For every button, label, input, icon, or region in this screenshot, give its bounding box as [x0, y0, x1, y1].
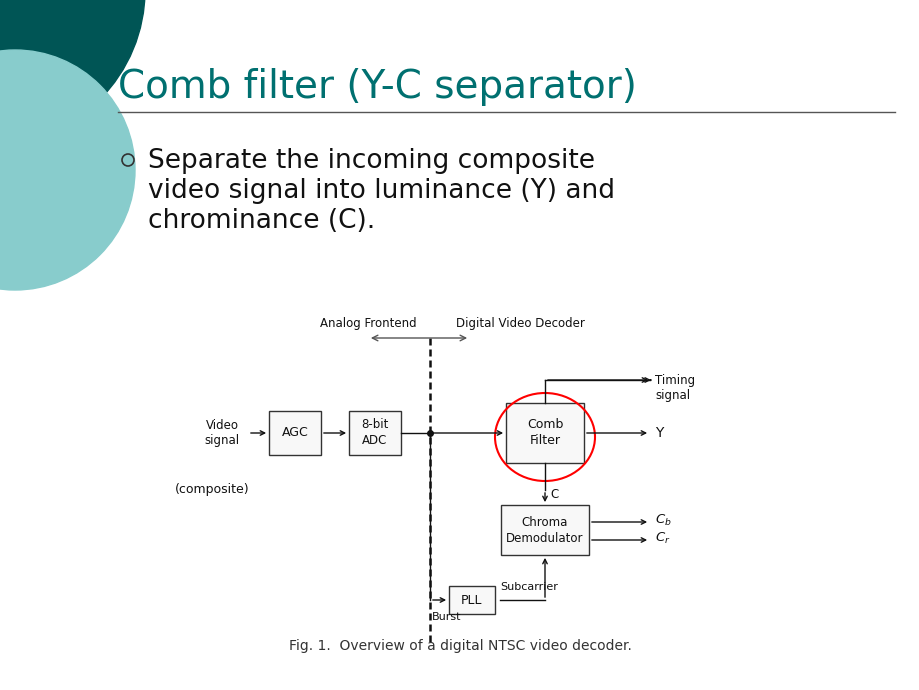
Text: AGC: AGC	[281, 426, 308, 440]
Text: Separate the incoming composite: Separate the incoming composite	[148, 148, 595, 174]
Bar	[448, 586, 494, 614]
Text: 8-bit
ADC: 8-bit ADC	[361, 419, 388, 448]
Bar	[505, 403, 584, 463]
Text: C: C	[550, 488, 558, 501]
Text: Y: Y	[654, 426, 663, 440]
Text: Chroma
Demodulator: Chroma Demodulator	[505, 515, 584, 544]
Text: Burst: Burst	[432, 612, 461, 622]
Text: $C_r$: $C_r$	[654, 531, 670, 546]
Bar	[348, 411, 401, 455]
Text: Analog Frontend: Analog Frontend	[319, 317, 416, 330]
Circle shape	[0, 0, 145, 145]
Bar	[268, 411, 321, 455]
Text: chrominance (C).: chrominance (C).	[148, 208, 375, 234]
Text: Comb
Filter: Comb Filter	[527, 419, 562, 448]
Text: Timing
signal: Timing signal	[654, 374, 695, 402]
Text: PLL: PLL	[460, 593, 482, 607]
Text: Digital Video Decoder: Digital Video Decoder	[455, 317, 584, 330]
Text: Comb filter (Y-C separator): Comb filter (Y-C separator)	[118, 68, 636, 106]
Text: Fig. 1.  Overview of a digital NTSC video decoder.: Fig. 1. Overview of a digital NTSC video…	[289, 639, 630, 653]
Text: $C_b$: $C_b$	[654, 513, 671, 528]
Text: video signal into luminance (Y) and: video signal into luminance (Y) and	[148, 178, 614, 204]
Circle shape	[0, 50, 135, 290]
Bar	[501, 505, 588, 555]
Text: Video
signal: Video signal	[204, 419, 239, 447]
Text: (composite): (composite)	[175, 484, 249, 497]
Text: Subcarrier: Subcarrier	[499, 582, 557, 592]
